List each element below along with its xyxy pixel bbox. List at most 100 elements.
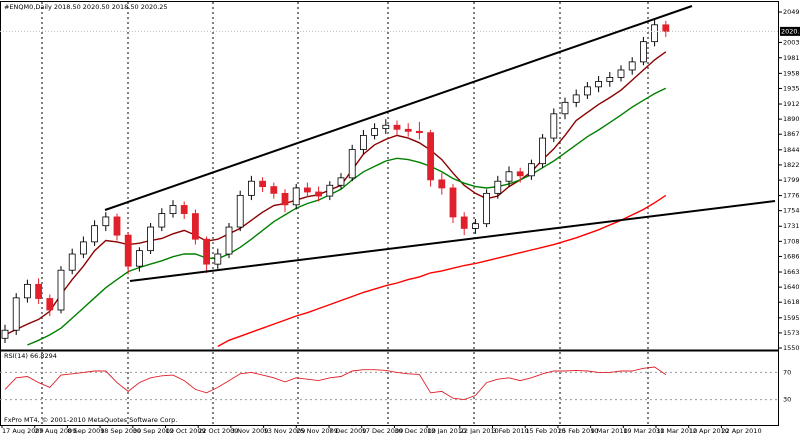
candle-body [270,186,278,194]
x-tick-label: 19 Mar 2010 [623,427,664,434]
candle-body [180,205,188,214]
rsi-title: RSI(14) 66.8294 [4,352,57,360]
x-tick-label: 12 Jan 2010 [427,427,466,434]
plot [0,18,779,401]
candle-body [337,177,345,186]
candle-body [371,128,379,136]
candle-body [68,253,76,271]
y-tick-label: 1754.30 [783,207,800,215]
candle-body [259,180,267,188]
y-tick-label: 2003.90 [783,38,800,46]
candle-body [606,76,614,82]
y-tick-label: 1640.90 [783,283,800,291]
candle-body [80,241,87,255]
candle-body [225,226,233,255]
x-tick-label: 17 Aug 2009 [2,427,44,434]
candle-body [46,298,54,311]
candle-body [382,124,390,130]
x-tick-label: 12 Oct 2009 [166,427,206,434]
x-tick-label: 3 Feb 2010 [493,427,529,434]
chart-title: #ENQM0,Daily 2018.50 2020.50 2018.50 202… [4,3,168,11]
candle-body [315,191,323,197]
candle-body [23,283,31,299]
candle-body [236,194,244,228]
x-tick-label: 3 Nov 2009 [231,427,269,434]
y-tick-label: 1595.40 [783,314,800,322]
candle-body [147,226,155,252]
candle-body [12,297,20,331]
y-tick-label: 1867.70 [783,130,800,138]
candle-body [628,61,636,71]
candle-body [483,192,491,225]
y-tick-label: 1981.10 [783,54,800,62]
y-tick-label: 1550.60 [783,344,800,352]
rsi-line [4,366,667,401]
candle-body [393,124,401,130]
candle-body [169,205,177,214]
y-tick-label: 1935.60 [783,84,800,92]
y-tick-label: 2049.00 [783,8,800,16]
candle-body [404,128,412,132]
x-tick-label: 15 Feb 2010 [525,427,565,434]
x-tick-label: 30 Dec 2009 [394,427,436,434]
y-tick-label: 1822.20 [783,161,800,169]
candle-body [572,94,580,103]
y-tick-label: 1663.30 [783,268,800,276]
moving-average [27,87,667,346]
candle-body [191,213,199,240]
candle-body [539,137,546,165]
moving-average [4,51,667,336]
candle-body [415,130,423,134]
x-tick-label: 18 Sep 2009 [100,427,141,434]
candle-body [595,81,602,88]
candle-body [214,253,222,265]
candle-body [528,163,535,177]
candle-body [292,187,300,206]
x-tick-label: 30 Sep 2009 [133,427,174,434]
candle-body [662,24,670,32]
candle-body [158,213,166,228]
price-box [780,26,800,36]
y-tick-label: 1686.40 [783,252,800,260]
y-tick-label: 1776.70 [783,192,800,200]
candle-body [124,234,132,267]
x-tick-label: 13 Nov 2009 [264,427,306,434]
candle-body [35,283,42,299]
y-tick-label: 1573.00 [783,329,800,337]
x-tick-label: 22 Apr 2010 [721,427,761,434]
candle-body [359,134,367,150]
period-separators [41,2,649,425]
candle-body [471,223,479,229]
candle-body [550,113,558,139]
x-tick-label: 31 Mar 2010 [656,427,697,434]
candle-body [135,250,143,267]
x-tick-label: 22 Jan 2010 [460,427,499,434]
candle-body [303,187,311,193]
y-tick-label: 1958.00 [783,69,800,77]
candle-body [57,269,65,311]
candle-body [438,179,446,189]
candle-body [203,238,211,265]
y-tick-label: 1708.80 [783,237,800,245]
x-tick-label: 8 Sep 2009 [67,427,104,434]
candle-body [516,171,524,177]
candle-body [91,225,98,243]
candle-body [640,41,647,63]
trendline [129,200,776,282]
candle-body [651,24,658,43]
x-tick-label: 25 Nov 2009 [296,427,338,434]
footer: FxPro MT4, © 2001-2010 MetaQuotes Softwa… [4,416,177,424]
candle-body [326,184,334,197]
x-tick-label: 9 Mar 2010 [591,427,628,434]
candle-body [460,216,468,229]
moving-average [217,194,667,348]
price-box-label: 2020.25 [781,27,800,35]
candle-body [561,101,569,115]
rsi-tick-label: 70 [783,368,791,376]
candle-body [494,180,502,194]
x-tick-label: 25 Feb 2010 [558,427,598,434]
candle-body [1,329,9,339]
candle-body [113,216,121,236]
candle-body [348,149,356,179]
x-tick-label: 27 Aug 2009 [35,427,77,434]
